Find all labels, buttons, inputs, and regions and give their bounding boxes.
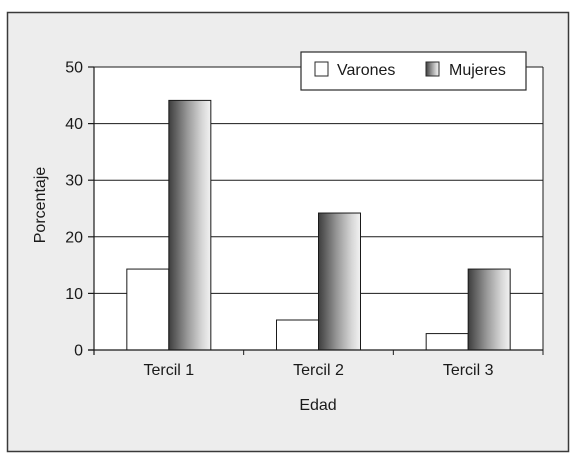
bar-mujeres-3 xyxy=(467,268,511,351)
x-tick-label-2: Tercil 2 xyxy=(293,362,344,379)
y-tick-label-40: 40 xyxy=(65,116,83,133)
legend: Varones Mujeres xyxy=(300,51,527,91)
x-tick-label-3: Tercil 3 xyxy=(443,362,494,379)
axes xyxy=(88,66,544,355)
bar-varones-3 xyxy=(425,333,469,351)
bars xyxy=(126,99,511,351)
x-tick-label-1: Tercil 1 xyxy=(143,362,194,379)
y-tick-label-10: 10 xyxy=(65,286,83,303)
bar-mujeres-2 xyxy=(318,212,361,351)
legend-swatch-mujeres xyxy=(425,61,440,77)
y-tick-label-20: 20 xyxy=(65,229,83,246)
y-tick-label-50: 50 xyxy=(65,60,83,77)
x-axis-title: Edad xyxy=(299,397,336,414)
tick-labels: 0 10 20 30 40 50 Tercil 1 Tercil 2 Tercil 3 xyxy=(65,60,493,380)
legend-label-mujeres: Mujeres xyxy=(449,62,506,79)
legend-label-varones: Varones xyxy=(337,62,395,79)
bar-mujeres-1 xyxy=(168,99,212,351)
legend-swatch-varones xyxy=(314,61,329,77)
legend-box xyxy=(300,51,527,91)
y-tick-label-0: 0 xyxy=(74,343,83,360)
bar-varones-1 xyxy=(126,268,170,351)
y-tick-label-30: 30 xyxy=(65,173,83,190)
y-axis-title: Porcentaje xyxy=(32,167,49,244)
bar-varones-2 xyxy=(276,319,319,351)
